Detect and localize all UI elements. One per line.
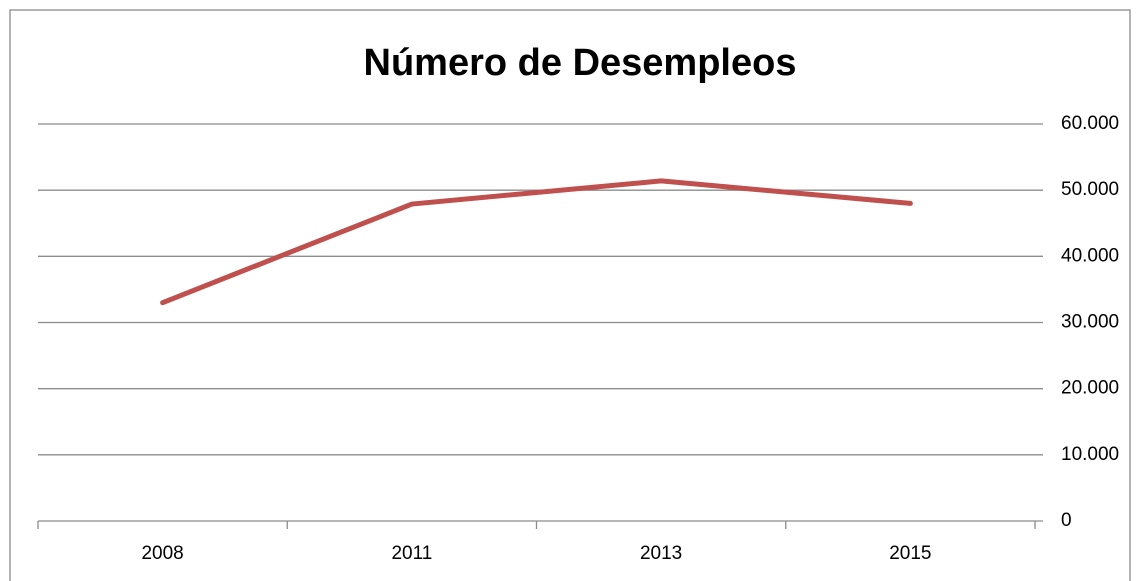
x-tick-label: 2015 bbox=[889, 543, 931, 564]
y-tick-label: 0 bbox=[1061, 510, 1072, 531]
y-tick-label: 20.000 bbox=[1061, 378, 1119, 399]
y-tick-label: 30.000 bbox=[1061, 312, 1119, 333]
y-tick-label: 50.000 bbox=[1061, 179, 1119, 200]
x-tick-label: 2013 bbox=[640, 543, 682, 564]
chart-title: Número de Desempleos bbox=[364, 42, 797, 84]
chart-border bbox=[9, 9, 1131, 581]
x-tick-label: 2011 bbox=[391, 543, 432, 564]
x-tick-label: 2008 bbox=[141, 543, 183, 564]
data-line bbox=[160, 178, 913, 306]
y-tick-label: 60.000 bbox=[1061, 113, 1119, 134]
y-tick-label: 40.000 bbox=[1061, 245, 1119, 266]
y-tick-label: 10.000 bbox=[1061, 444, 1119, 465]
